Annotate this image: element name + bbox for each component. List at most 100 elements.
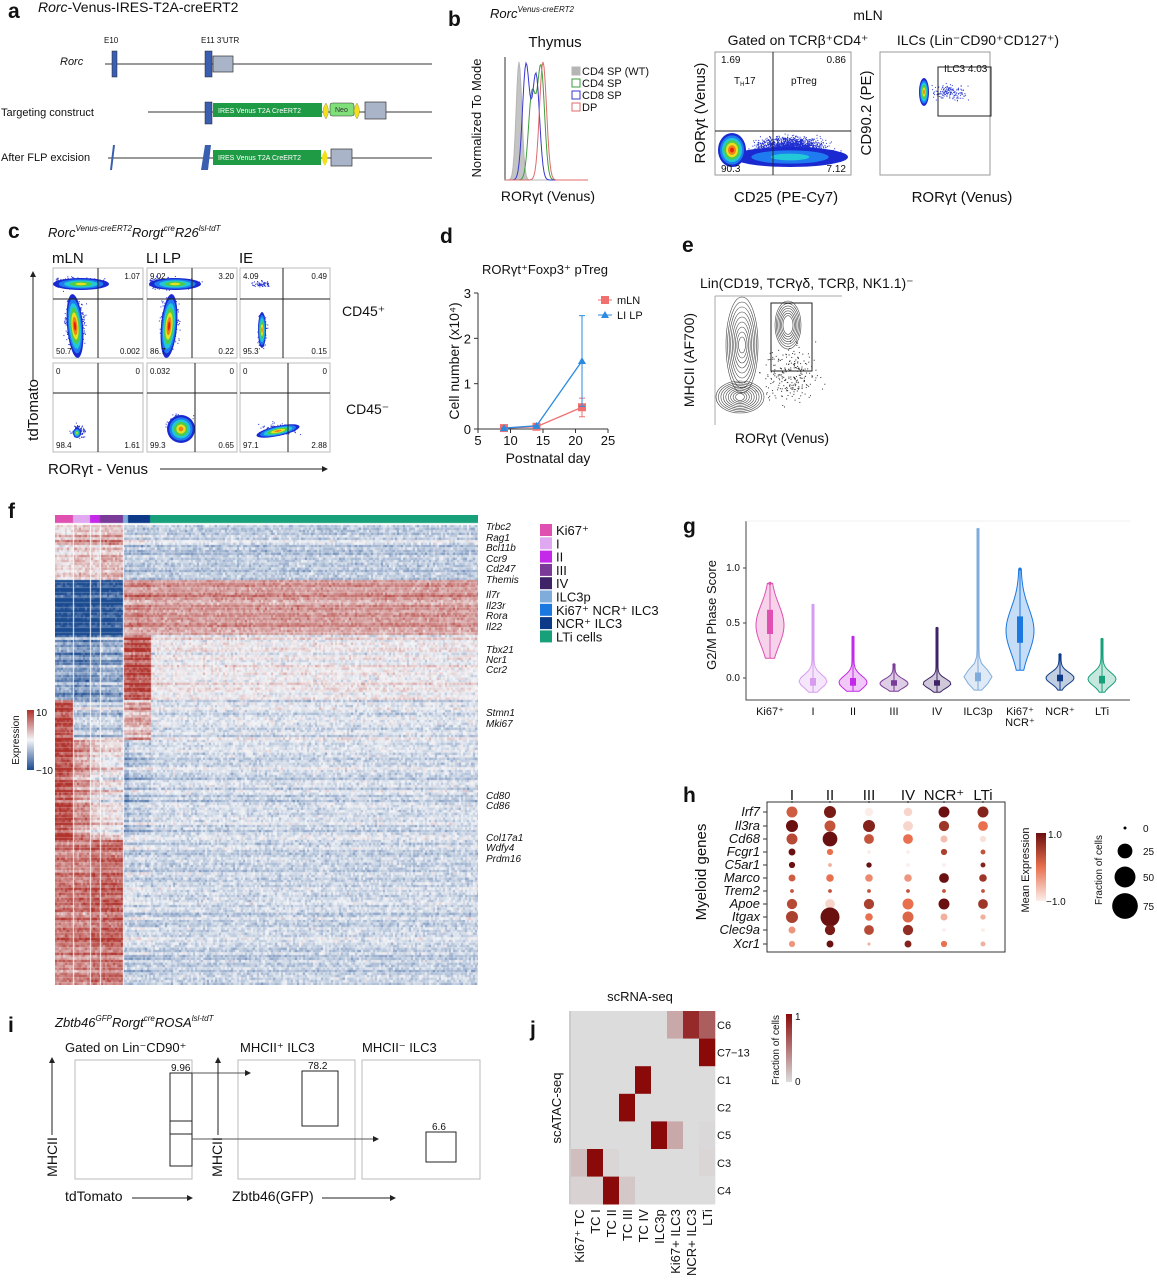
event-dot — [758, 144, 760, 146]
event-dot — [807, 146, 809, 148]
event-dot — [85, 314, 87, 316]
event-dot — [769, 140, 771, 142]
event-dot — [955, 92, 957, 94]
event-dot — [808, 144, 810, 146]
tcr-ylabel: RORγt (Venus) — [692, 63, 709, 164]
event-dot — [784, 143, 786, 145]
event-dot — [803, 141, 805, 143]
cassette-label: IRES Venus T2A CreERT2 — [218, 108, 301, 115]
event-dot — [787, 138, 789, 140]
event-dot — [757, 142, 759, 144]
event-dot — [55, 279, 57, 281]
event-dot — [81, 304, 83, 306]
tcr-xlabel: CD25 (PE-Cy7) — [734, 189, 838, 206]
event-dot — [83, 322, 85, 324]
event-dot — [773, 141, 775, 143]
event-dot — [780, 142, 782, 144]
event-dot — [945, 83, 947, 85]
event-dot — [784, 141, 786, 143]
event-dot — [770, 146, 772, 148]
event-dot — [155, 278, 157, 280]
event-dot — [776, 144, 778, 146]
event-dot — [804, 146, 806, 148]
event-dot — [798, 146, 800, 148]
event-dot — [767, 143, 769, 145]
event-dot — [807, 142, 809, 144]
event-dot — [809, 142, 811, 144]
event-dot — [941, 93, 943, 95]
event-dot — [798, 140, 800, 142]
event-dot — [780, 140, 782, 142]
event-dot — [949, 87, 951, 89]
event-dot — [770, 146, 772, 148]
event-dot — [960, 92, 962, 94]
event-dot — [943, 89, 945, 91]
event-dot — [757, 147, 759, 149]
event-dot — [780, 138, 782, 140]
event-dot — [768, 139, 770, 141]
event-dot — [802, 145, 804, 147]
legend-swatch — [571, 78, 581, 88]
event-dot — [187, 288, 189, 290]
event-dot — [792, 144, 794, 146]
event-dot — [178, 303, 180, 305]
event-dot — [795, 139, 797, 141]
event-dot — [775, 137, 777, 139]
event-dot — [161, 300, 163, 302]
event-dot — [153, 287, 155, 289]
event-dot — [179, 329, 181, 331]
density-contour — [169, 282, 181, 286]
event-dot — [950, 84, 952, 86]
event-dot — [933, 96, 935, 98]
event-dot — [57, 277, 59, 279]
event-dot — [824, 146, 826, 148]
event-dot — [781, 137, 783, 139]
event-dot — [949, 94, 951, 96]
event-dot — [800, 145, 802, 147]
event-dot — [779, 143, 781, 145]
event-dot — [83, 327, 85, 329]
event-dot — [777, 137, 779, 139]
utr-box-targeting — [364, 101, 387, 120]
event-dot — [967, 99, 969, 101]
event-dot — [763, 144, 765, 146]
event-dot — [82, 312, 84, 314]
event-dot — [802, 139, 804, 141]
event-dot — [64, 323, 66, 325]
event-dot — [809, 142, 811, 144]
event-dot — [956, 100, 958, 102]
event-dot — [949, 93, 951, 95]
event-dot — [800, 140, 802, 142]
event-dot — [781, 146, 783, 148]
event-dot — [757, 146, 759, 148]
event-dot — [798, 138, 800, 140]
event-dot — [767, 139, 769, 141]
event-dot — [790, 144, 792, 146]
event-dot — [787, 142, 789, 144]
event-dot — [807, 141, 809, 143]
event-dot — [828, 145, 830, 147]
event-dot — [781, 140, 783, 142]
ilc-ylabel: CD90.2 (PE) — [858, 70, 875, 155]
event-dot — [790, 138, 792, 140]
event-dot — [817, 145, 819, 147]
event-dot — [830, 141, 832, 143]
event-dot — [152, 287, 154, 289]
event-dot — [805, 143, 807, 145]
event-dot — [765, 138, 767, 140]
event-dot — [938, 93, 940, 95]
event-dot — [957, 96, 959, 98]
event-dot — [56, 278, 58, 280]
event-dot — [956, 99, 958, 101]
event-dot — [67, 300, 69, 302]
event-dot — [754, 148, 756, 150]
event-dot — [158, 288, 160, 290]
event-dot — [815, 140, 817, 142]
legend-swatch — [571, 66, 581, 76]
event-dot — [945, 92, 947, 94]
event-dot — [792, 138, 794, 140]
event-dot — [947, 88, 949, 90]
event-dot — [800, 139, 802, 141]
event-dot — [762, 147, 764, 149]
event-dot — [764, 144, 766, 146]
